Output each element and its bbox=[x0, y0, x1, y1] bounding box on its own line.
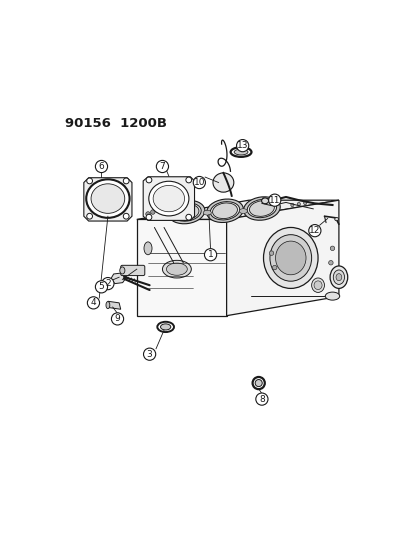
FancyBboxPatch shape bbox=[121, 265, 145, 276]
Circle shape bbox=[236, 140, 248, 152]
Ellipse shape bbox=[239, 209, 247, 214]
Circle shape bbox=[111, 313, 123, 325]
Text: 10: 10 bbox=[193, 178, 204, 187]
Ellipse shape bbox=[168, 200, 204, 224]
Ellipse shape bbox=[212, 173, 233, 192]
Circle shape bbox=[255, 393, 267, 405]
Ellipse shape bbox=[119, 267, 125, 274]
Text: 4: 4 bbox=[90, 298, 96, 308]
Text: 13: 13 bbox=[236, 141, 248, 150]
Circle shape bbox=[185, 177, 191, 183]
Ellipse shape bbox=[166, 263, 187, 275]
Polygon shape bbox=[83, 177, 132, 221]
Circle shape bbox=[102, 278, 114, 290]
Ellipse shape bbox=[329, 266, 347, 288]
Ellipse shape bbox=[206, 199, 243, 222]
Circle shape bbox=[87, 297, 99, 309]
Ellipse shape bbox=[325, 292, 339, 300]
Circle shape bbox=[145, 212, 150, 216]
Text: 2: 2 bbox=[105, 279, 110, 288]
Ellipse shape bbox=[160, 324, 171, 330]
Ellipse shape bbox=[144, 242, 152, 255]
Circle shape bbox=[272, 265, 276, 270]
Ellipse shape bbox=[173, 204, 199, 220]
Circle shape bbox=[150, 210, 155, 214]
Ellipse shape bbox=[91, 184, 124, 213]
Ellipse shape bbox=[243, 197, 280, 220]
Circle shape bbox=[185, 214, 191, 220]
Circle shape bbox=[268, 251, 273, 255]
Ellipse shape bbox=[212, 203, 237, 219]
Ellipse shape bbox=[148, 181, 188, 216]
Polygon shape bbox=[143, 177, 194, 221]
Ellipse shape bbox=[334, 217, 338, 221]
Ellipse shape bbox=[252, 377, 264, 389]
Circle shape bbox=[328, 261, 332, 265]
Ellipse shape bbox=[332, 270, 344, 285]
Polygon shape bbox=[108, 301, 121, 309]
Ellipse shape bbox=[157, 322, 173, 332]
Circle shape bbox=[204, 248, 216, 261]
Circle shape bbox=[123, 178, 129, 184]
Ellipse shape bbox=[106, 302, 109, 309]
Circle shape bbox=[86, 178, 92, 184]
Text: 3: 3 bbox=[146, 350, 152, 359]
Ellipse shape bbox=[249, 201, 274, 216]
Circle shape bbox=[290, 204, 293, 207]
Ellipse shape bbox=[234, 149, 247, 155]
Polygon shape bbox=[226, 200, 338, 316]
Polygon shape bbox=[110, 273, 126, 284]
Ellipse shape bbox=[247, 199, 276, 217]
Ellipse shape bbox=[210, 201, 239, 220]
Ellipse shape bbox=[275, 241, 305, 275]
Ellipse shape bbox=[86, 179, 129, 218]
Ellipse shape bbox=[230, 147, 251, 157]
Ellipse shape bbox=[153, 185, 184, 212]
Circle shape bbox=[330, 246, 334, 251]
Ellipse shape bbox=[171, 203, 201, 221]
Text: 1: 1 bbox=[207, 250, 213, 259]
Ellipse shape bbox=[269, 235, 311, 281]
Circle shape bbox=[303, 201, 306, 205]
Circle shape bbox=[155, 208, 159, 213]
Polygon shape bbox=[136, 200, 338, 220]
Text: 11: 11 bbox=[268, 196, 280, 205]
Circle shape bbox=[146, 214, 152, 220]
Text: 6: 6 bbox=[98, 162, 104, 171]
Text: 9: 9 bbox=[114, 314, 120, 324]
Ellipse shape bbox=[261, 198, 268, 204]
Ellipse shape bbox=[335, 273, 341, 281]
Circle shape bbox=[156, 160, 168, 173]
Circle shape bbox=[146, 177, 152, 183]
Ellipse shape bbox=[311, 278, 324, 293]
Text: 90156  1200B: 90156 1200B bbox=[64, 117, 166, 130]
Circle shape bbox=[308, 224, 320, 237]
Circle shape bbox=[123, 213, 129, 219]
Circle shape bbox=[95, 160, 107, 173]
Ellipse shape bbox=[254, 379, 261, 386]
Ellipse shape bbox=[162, 260, 191, 278]
Circle shape bbox=[268, 194, 280, 206]
Ellipse shape bbox=[203, 211, 211, 215]
Circle shape bbox=[95, 281, 107, 293]
Circle shape bbox=[297, 203, 300, 206]
Polygon shape bbox=[136, 220, 226, 316]
Circle shape bbox=[143, 348, 155, 360]
Ellipse shape bbox=[263, 228, 317, 288]
Text: 12: 12 bbox=[309, 226, 320, 235]
Circle shape bbox=[193, 176, 205, 189]
Text: 5: 5 bbox=[98, 282, 104, 292]
Circle shape bbox=[86, 213, 92, 219]
Text: 8: 8 bbox=[259, 394, 264, 403]
Ellipse shape bbox=[313, 281, 321, 289]
Text: 7: 7 bbox=[159, 162, 165, 171]
